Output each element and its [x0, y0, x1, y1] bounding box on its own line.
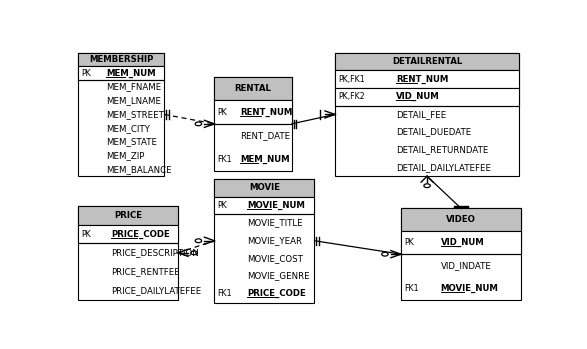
Text: MOVIE: MOVIE — [249, 183, 280, 192]
Text: PK: PK — [81, 69, 91, 78]
Text: MOVIE_NUM: MOVIE_NUM — [248, 201, 305, 210]
Text: MEM_STATE: MEM_STATE — [106, 138, 157, 147]
Text: VIDEO: VIDEO — [446, 215, 476, 224]
Text: MEM_NUM: MEM_NUM — [106, 69, 156, 78]
Text: MEM_NUM: MEM_NUM — [240, 155, 289, 164]
Text: PK,FK2: PK,FK2 — [338, 92, 365, 101]
Text: VID_NUM: VID_NUM — [396, 92, 440, 101]
Bar — [214, 77, 292, 100]
Bar — [78, 66, 164, 80]
Text: PRICE_DESCRIPTION: PRICE_DESCRIPTION — [111, 248, 199, 257]
Text: PK: PK — [81, 230, 91, 238]
Text: MEM_BALANCE: MEM_BALANCE — [106, 165, 172, 174]
Text: MOVIE_GENRE: MOVIE_GENRE — [248, 272, 310, 281]
Text: MEM_CITY: MEM_CITY — [106, 124, 150, 133]
Text: PK: PK — [218, 107, 227, 117]
Bar — [78, 206, 178, 300]
Text: PRICE_DAILYLATEFEE: PRICE_DAILYLATEFEE — [111, 286, 201, 295]
Bar — [214, 196, 315, 214]
Bar — [214, 179, 315, 303]
Text: FK1: FK1 — [218, 155, 232, 164]
Bar — [401, 208, 521, 300]
Text: VID_INDATE: VID_INDATE — [441, 261, 491, 270]
Text: MEM_LNAME: MEM_LNAME — [106, 96, 161, 105]
Text: RENT_DATE: RENT_DATE — [240, 131, 290, 140]
Text: MEM_STREET: MEM_STREET — [106, 110, 164, 119]
Text: DETAIL_RETURNDATE: DETAIL_RETURNDATE — [396, 145, 488, 154]
Text: MOVIE_COST: MOVIE_COST — [248, 254, 303, 263]
Bar — [214, 179, 315, 196]
Text: FK1: FK1 — [404, 284, 419, 293]
Bar — [214, 77, 292, 171]
Text: MOVIE_NUM: MOVIE_NUM — [441, 284, 498, 293]
Text: PRICE_RENTFEE: PRICE_RENTFEE — [111, 267, 180, 276]
Text: MOVIE_TITLE: MOVIE_TITLE — [248, 218, 303, 228]
Text: RENT_NUM: RENT_NUM — [240, 107, 292, 117]
Text: VID_NUM: VID_NUM — [441, 238, 484, 247]
Bar — [335, 70, 519, 88]
Bar — [78, 53, 164, 176]
Bar — [401, 208, 521, 231]
Text: RENT_NUM: RENT_NUM — [396, 75, 448, 84]
Bar — [335, 53, 519, 176]
Text: DETAILRENTAL: DETAILRENTAL — [392, 57, 462, 66]
Text: PRICE_CODE: PRICE_CODE — [248, 289, 306, 298]
Bar — [335, 88, 519, 106]
Bar — [78, 206, 178, 225]
Text: MEM_FNAME: MEM_FNAME — [106, 82, 161, 91]
Text: PK,FK1: PK,FK1 — [338, 75, 365, 84]
Text: DETAIL_DAILYLATEFEE: DETAIL_DAILYLATEFEE — [396, 163, 491, 172]
Text: MEM_ZIP: MEM_ZIP — [106, 151, 145, 160]
Bar — [401, 231, 521, 254]
Text: DETAIL_DUEDATE: DETAIL_DUEDATE — [396, 128, 471, 136]
Text: FK1: FK1 — [218, 289, 232, 298]
Text: PRICE_CODE: PRICE_CODE — [111, 229, 170, 239]
Bar — [78, 225, 178, 244]
Text: MEMBERSHIP: MEMBERSHIP — [89, 55, 153, 64]
Text: PRICE: PRICE — [114, 211, 142, 220]
Text: MOVIE_YEAR: MOVIE_YEAR — [248, 236, 302, 245]
Text: RENTAL: RENTAL — [235, 84, 272, 93]
Text: PK: PK — [218, 201, 227, 210]
Bar — [335, 53, 519, 70]
Bar — [214, 100, 292, 124]
Text: PK: PK — [404, 238, 414, 247]
Text: DETAIL_FEE: DETAIL_FEE — [396, 110, 446, 119]
Bar — [78, 53, 164, 66]
